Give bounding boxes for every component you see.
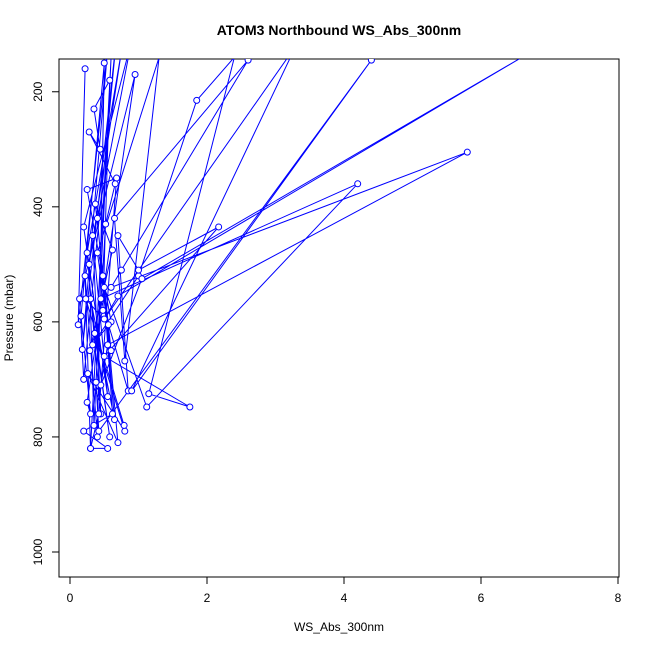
data-point: [86, 347, 94, 355]
series-layer: [74, 59, 521, 452]
data-point: [120, 421, 128, 429]
x-tick-label: 8: [615, 591, 622, 605]
data-point: [93, 433, 101, 441]
data-point: [104, 321, 112, 329]
data-point: [354, 180, 362, 188]
data-point: [89, 341, 97, 349]
data-point: [135, 266, 142, 274]
data-point: [100, 315, 108, 323]
data-point: [91, 200, 99, 208]
data-point: [93, 214, 101, 222]
data-point: [77, 312, 85, 320]
data-point: [104, 444, 112, 452]
x-axis: 0 2 4 6 8: [67, 576, 622, 605]
data-point: [102, 220, 110, 228]
x-tick-label: 4: [341, 591, 348, 605]
data-point: [81, 272, 89, 280]
data-point: [100, 59, 108, 67]
data-point: [80, 427, 88, 435]
data-point: [107, 347, 115, 355]
y-tick-label: 200: [31, 81, 45, 101]
y-tick-label: 1000: [31, 538, 45, 565]
data-point: [463, 148, 471, 156]
data-point: [104, 393, 112, 401]
data-point: [113, 174, 121, 182]
data-point: [83, 398, 91, 406]
series-line: [77, 59, 521, 449]
data-point: [215, 223, 223, 231]
data-point: [95, 410, 103, 418]
data-point: [93, 249, 101, 257]
y-tick-label: 600: [31, 312, 45, 332]
data-point: [82, 295, 90, 303]
data-point: [74, 321, 82, 329]
data-point: [114, 439, 122, 447]
data-point: [143, 403, 151, 411]
data-point: [85, 128, 93, 136]
data-point: [85, 260, 93, 268]
data-point: [92, 378, 100, 386]
x-tick-label: 0: [67, 591, 74, 605]
data-point: [107, 283, 115, 291]
data-point: [108, 410, 116, 418]
data-point: [114, 232, 122, 240]
data-point: [193, 96, 201, 104]
data-point: [87, 410, 95, 418]
y-tick-label: 400: [31, 196, 45, 216]
data-point: [89, 232, 97, 240]
data-point: [111, 180, 119, 188]
data-point: [83, 249, 91, 257]
data-point: [111, 214, 119, 222]
data-point: [367, 59, 375, 64]
data-point: [121, 357, 129, 365]
data-point: [145, 390, 153, 398]
x-tick-label: 2: [204, 591, 211, 605]
x-axis-label: WS_Abs_300nm: [294, 620, 384, 634]
data-point: [111, 416, 119, 424]
data-point: [96, 145, 104, 153]
data-point: [90, 421, 98, 429]
data-point: [81, 65, 89, 73]
data-point: [186, 403, 194, 411]
data-point: [117, 266, 125, 274]
data-point: [87, 444, 95, 452]
data-point: [138, 275, 146, 283]
data-point: [106, 433, 114, 441]
data-point: [131, 71, 139, 79]
data-point: [114, 292, 122, 300]
data-point: [90, 105, 98, 113]
data-point: [84, 370, 92, 378]
y-axis-label: Pressure (mbar): [2, 275, 16, 362]
data-point: [95, 427, 103, 435]
data-point: [104, 341, 112, 349]
y-tick-label: 800: [31, 427, 45, 447]
data-point: [97, 295, 105, 303]
chart-title: ATOM3 Northbound WS_Abs_300nm: [217, 22, 462, 38]
data-point: [99, 306, 107, 314]
data-point: [99, 272, 107, 280]
data-point: [91, 329, 99, 337]
data-point: [128, 387, 136, 395]
data-point: [106, 76, 114, 84]
data-point: [78, 345, 86, 353]
data-point: [80, 375, 88, 383]
y-axis: 200 400 600 800 1000: [31, 81, 60, 565]
data-point: [100, 283, 108, 291]
data-point: [83, 186, 91, 194]
data-point: [108, 246, 116, 254]
data-point: [244, 59, 252, 64]
x-tick-label: 6: [478, 591, 485, 605]
data-point: [80, 223, 88, 231]
data-point: [76, 295, 84, 303]
data-point: [100, 352, 108, 360]
data-point: [121, 427, 129, 435]
